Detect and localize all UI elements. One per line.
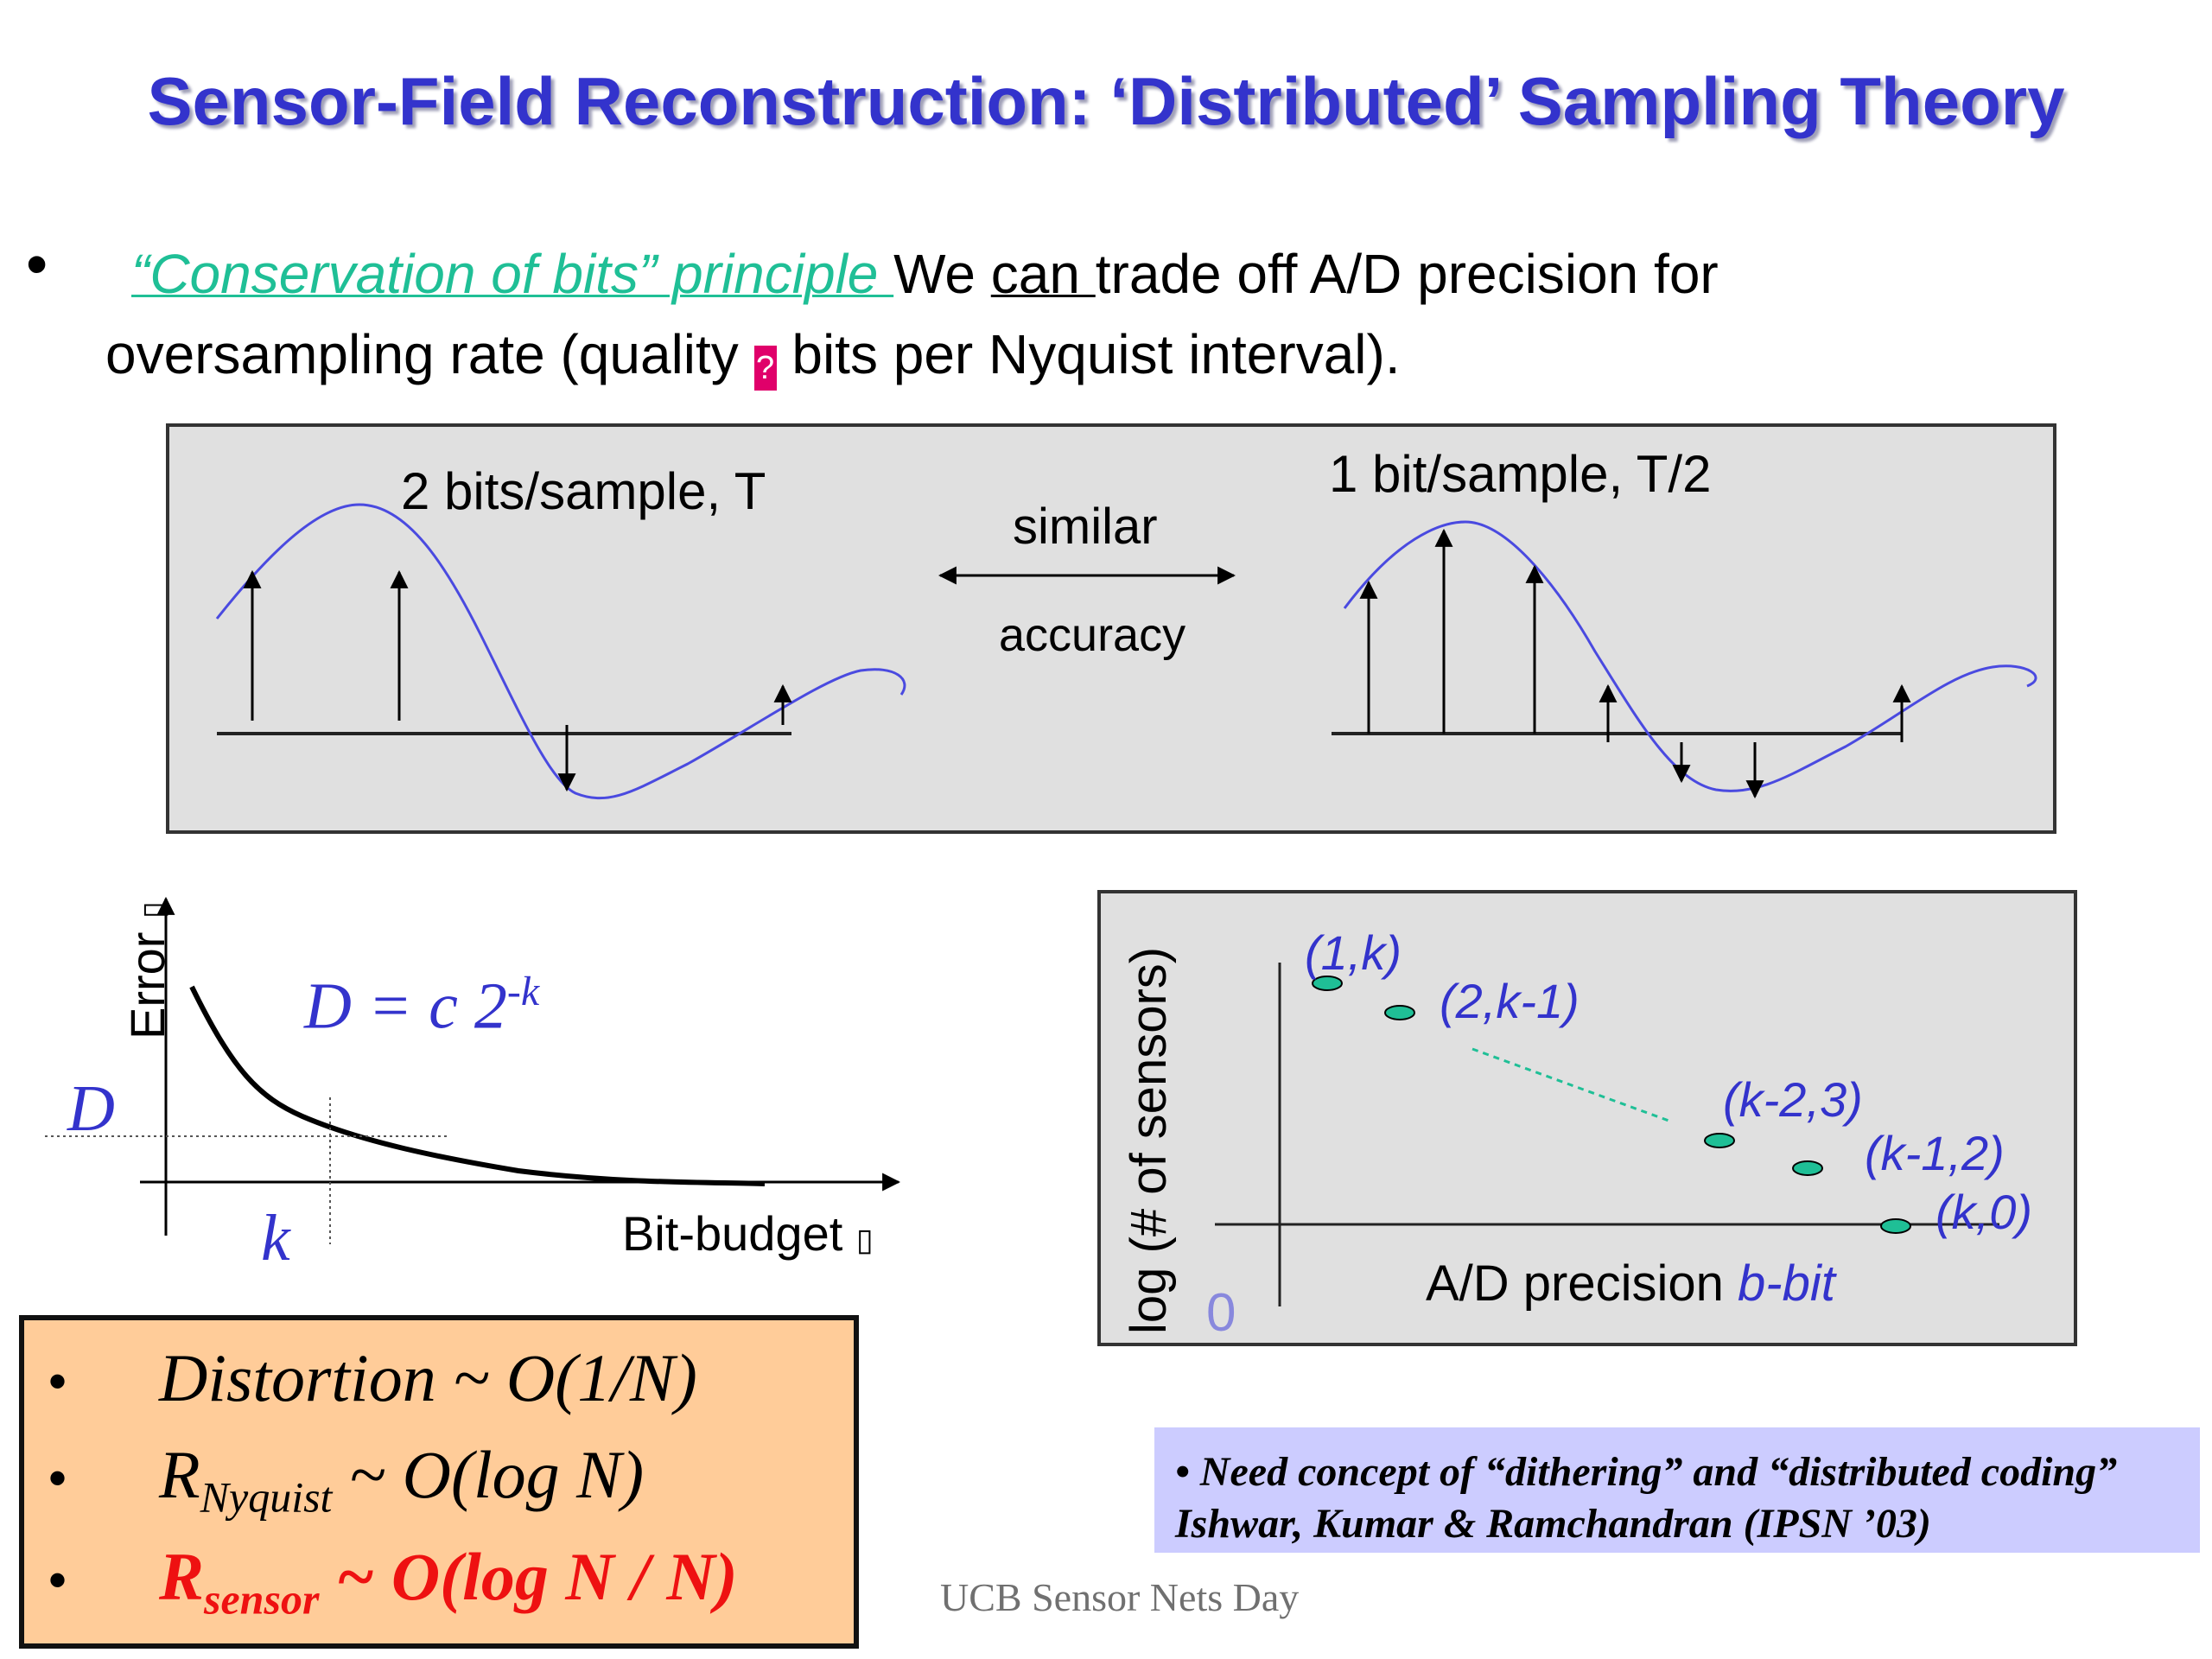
tradeoff-y-label-wrap: log (# of sensors) — [1120, 900, 1189, 1341]
citation-note: • Need concept of “dithering” and “distr… — [1154, 1427, 2200, 1553]
legend-bullet-3: • — [48, 1551, 67, 1609]
point-k-minus-2-3 — [1704, 1133, 1735, 1148]
legend-sub-sensor: sensor — [204, 1574, 320, 1624]
text-can: can — [990, 243, 1096, 305]
point-2-k-minus-1 — [1384, 1005, 1415, 1020]
point-label-2: (2,k-1) — [1440, 974, 1580, 1028]
footer: UCB Sensor Nets Day — [940, 1575, 1300, 1619]
point-k-minus-1-2 — [1792, 1160, 1823, 1176]
arrow-right-icon: ? — [753, 346, 777, 391]
error-label-text: Error — [120, 931, 175, 1039]
right-sampling-label: 1 bit/sample, T/2 — [1329, 445, 1712, 503]
point-label-5: (k,0) — [1936, 1185, 2032, 1239]
point-label-1: (1,k) — [1305, 925, 1402, 980]
text-line2-a: oversampling rate (quality — [105, 323, 754, 385]
bit-budget-arrow-icon: ▯ — [855, 1222, 874, 1257]
tradeoff-y-label: log (# of sensors) — [1121, 946, 1177, 1334]
complexity-box: • Distortion ~ O(1/N) • RNyquist ~ O(log… — [19, 1315, 859, 1649]
legend-bullet-1: • — [48, 1352, 67, 1410]
error-plot-svg — [45, 896, 901, 1244]
legend-tail-sensor: ~ O(log N / N) — [319, 1539, 738, 1614]
point-k-0 — [1880, 1218, 1911, 1234]
tradeoff-x-label: A/D precision b-bit — [1426, 1255, 1835, 1313]
legend-text-2: RNyquist ~ O(log N) — [159, 1436, 644, 1522]
text-line2-b: bits per Nyquist interval). — [776, 323, 1401, 385]
left-sampling-label: 2 bits/sample, T — [401, 462, 766, 520]
error-axis-label: Error ▯ — [119, 842, 180, 1050]
formula-text: D = c 2 — [304, 969, 507, 1043]
legend-r-nyquist: R — [159, 1437, 200, 1512]
text-we: We — [893, 243, 991, 305]
tradeoff-dashed-line — [1471, 1047, 1672, 1123]
text-rest-1: trade off A/D precision for — [1095, 243, 1719, 305]
bit-budget-text: Bit-budget — [622, 1206, 843, 1261]
legend-text-3: Rsensor ~ O(log N / N) — [159, 1538, 738, 1624]
bullet-line-2: oversampling rate (quality ? bits per Ny… — [105, 322, 1401, 391]
d-axis-label: D — [67, 1072, 115, 1145]
legend-sub-nyquist: Nyquist — [200, 1472, 333, 1522]
error-arrow-icon: ▯ — [136, 901, 171, 918]
note-line-1: • Need concept of “dithering” and “distr… — [1175, 1449, 2118, 1495]
tradeoff-panel: log (# of sensors) (1,k) (2,k-1) (k-2,3)… — [1097, 890, 2077, 1346]
point-label-3: (k-2,3) — [1723, 1072, 1863, 1127]
formula-exponent: -k — [506, 969, 540, 1014]
tradeoff-x-label-text: A/D precision — [1426, 1255, 1738, 1312]
bit-budget-label: Bit-budget ▯ — [622, 1205, 874, 1262]
tradeoff-plot-svg — [1215, 963, 1999, 1306]
similar-label: similar — [1013, 499, 1158, 555]
legend-r-sensor: R — [159, 1539, 205, 1614]
note-line-2: Ishwar, Kumar & Ramchandran (IPSN ’03) — [1175, 1501, 1931, 1547]
formula-label: D = c 2-k — [304, 968, 539, 1044]
principle-link[interactable]: “Conservation of bits” principle — [131, 243, 894, 305]
origin-label: 0 — [1206, 1283, 1236, 1343]
slide-title: Sensor-Field Reconstruction: ‘Distribute… — [147, 63, 2065, 139]
right-signal-curve — [1343, 520, 2037, 792]
left-signal-curve — [215, 503, 906, 800]
sampling-diagram — [215, 503, 2037, 800]
legend-bullet-2: • — [48, 1449, 67, 1507]
distortion-curve — [189, 985, 766, 1186]
accuracy-label: accuracy — [999, 609, 1186, 661]
legend-text-1: Distortion ~ O(1/N) — [159, 1340, 697, 1415]
point-label-4: (k-1,2) — [1865, 1126, 2005, 1180]
bullet-line-1: “Conservation of bits” principle We can … — [131, 242, 1719, 306]
legend-tail-nyquist: ~ O(log N) — [332, 1437, 645, 1512]
sampling-panel: 2 bits/sample, T 1 bit/sample, T/2 simil… — [166, 423, 2056, 834]
tradeoff-x-label-bbit: b-bit — [1738, 1255, 1835, 1312]
bullet-marker: • — [26, 230, 48, 299]
k-axis-label: k — [261, 1202, 290, 1274]
error-plot: Error ▯ D = c 2-k D k Bit-budget ▯ — [35, 838, 933, 1279]
point-1-k — [1312, 976, 1343, 991]
